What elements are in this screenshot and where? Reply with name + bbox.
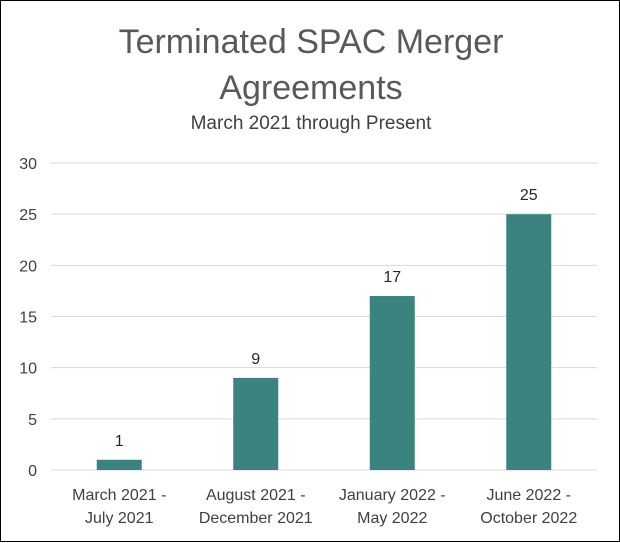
bar (96, 459, 142, 470)
y-tick-label: 25 (19, 207, 37, 224)
x-tick-label: May 2022 (357, 510, 427, 527)
y-tick-label: 10 (19, 361, 37, 378)
x-tick-label: October 2022 (480, 510, 577, 527)
data-label: 25 (520, 187, 538, 204)
chart-title: Terminated SPAC Merger Agreements (1, 19, 620, 111)
x-tick-label: June 2022 - (486, 487, 571, 504)
data-label: 17 (383, 269, 401, 286)
x-tick-label: July 2021 (85, 510, 154, 527)
y-tick-label: 0 (28, 463, 37, 480)
x-tick-label: August 2021 - (206, 487, 306, 504)
y-tick-label: 20 (19, 258, 37, 275)
chart-title-line-1: Terminated SPAC Merger (118, 23, 504, 61)
y-tick-label: 30 (19, 156, 37, 173)
y-tick-label: 15 (19, 310, 37, 327)
x-axis: March 2021 - July 2021 August 2021 - Decemb… (72, 487, 577, 527)
bars (96, 214, 552, 470)
bar (506, 214, 552, 470)
x-tick-label: December 2021 (199, 510, 313, 527)
chart-title-line-2: Agreements (219, 69, 403, 107)
y-axis: 0 5 10 15 20 25 30 (19, 156, 37, 480)
x-tick-label: March 2021 - (72, 487, 166, 504)
bar (233, 377, 279, 470)
data-labels: 1 9 17 25 (115, 187, 538, 450)
bar (369, 296, 415, 470)
data-label: 1 (115, 433, 124, 450)
chart-subtitle: March 2021 through Present (190, 113, 432, 134)
gridlines (51, 162, 597, 471)
x-tick-label: January 2022 - (339, 487, 446, 504)
y-tick-label: 5 (28, 412, 37, 429)
data-label: 9 (251, 351, 260, 368)
